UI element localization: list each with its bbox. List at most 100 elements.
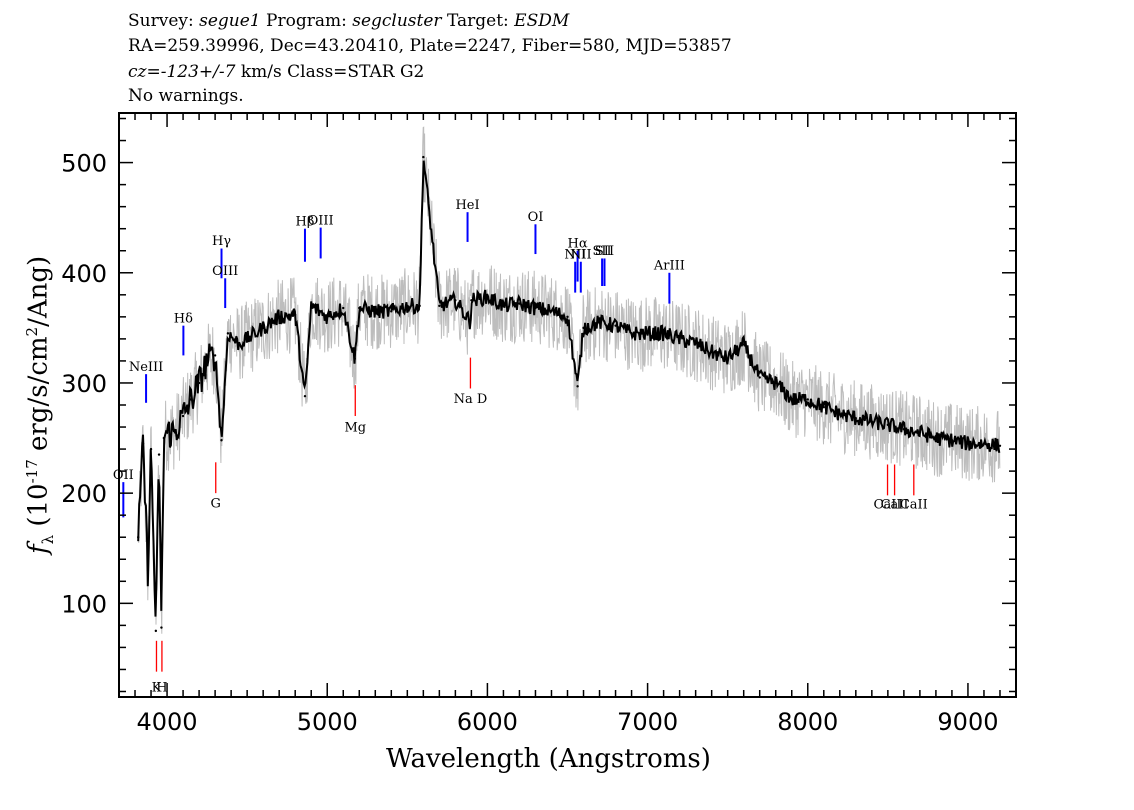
x-tick-label: 8000 xyxy=(777,708,838,736)
program-value: segcluster xyxy=(352,11,442,31)
header-line-1: Survey: segue1 Program: segcluster Targe… xyxy=(128,10,569,32)
spectrum-point xyxy=(358,306,361,310)
y-axis-units-pre: (10 xyxy=(23,483,54,527)
spectrum-point xyxy=(614,324,617,327)
target-value: ESDM xyxy=(514,11,570,31)
spectrum-point xyxy=(566,315,569,319)
spectrum-point xyxy=(310,304,313,308)
spectrum-point xyxy=(342,306,345,310)
spectrum-point xyxy=(822,406,825,409)
x-axis-title: Wavelength (Angstroms) xyxy=(386,744,711,774)
spectrum-point xyxy=(550,310,553,313)
spectrum-point xyxy=(141,442,145,445)
spectrum-point xyxy=(181,414,185,418)
y-axis-exponent-2: 2 xyxy=(23,326,42,337)
spectrum-point xyxy=(998,444,1002,447)
line-marker-label: OII xyxy=(113,468,134,483)
spectrum-point xyxy=(189,398,193,401)
spectrum-point xyxy=(154,629,158,633)
line-marker-label: NII xyxy=(570,247,592,262)
spectrum-point xyxy=(870,420,874,423)
noise-band-line xyxy=(137,126,1001,634)
y-axis-units-mid: erg/s/cm xyxy=(23,336,54,460)
line-marker-label: CaII xyxy=(874,498,902,513)
spectrum-point xyxy=(470,299,473,302)
cz-value: -123+/-7 xyxy=(160,62,236,82)
spectrum-point xyxy=(838,412,842,416)
line-marker-label: NeIII xyxy=(129,360,163,375)
spectrum-point xyxy=(726,357,729,360)
spectrum-point xyxy=(742,343,745,346)
header-line-4: No warnings. xyxy=(128,86,244,106)
header-line-2: RA=259.39996, Dec=43.20410, Plate=2247, … xyxy=(128,36,732,56)
spectrum-point xyxy=(576,385,579,388)
series-layer xyxy=(137,155,1002,633)
spectrum-point xyxy=(326,315,329,319)
spectrum-point xyxy=(149,447,153,451)
axis-layer: 4000 5000 6000 7000 8000 9000 100 200 300 400 500 xyxy=(61,112,1017,736)
y-tick-label: 400 xyxy=(61,260,107,288)
survey-label: Survey: xyxy=(128,11,194,31)
survey-value: segue1 xyxy=(199,11,261,31)
spectrum-point xyxy=(774,381,777,385)
spectrum-point xyxy=(854,417,858,420)
spectrum-point xyxy=(237,343,241,346)
line-marker-label: SII xyxy=(593,244,612,259)
spectrum-point xyxy=(486,295,489,299)
spectrum-point xyxy=(678,337,681,341)
spectrum-point xyxy=(502,304,505,308)
spectrum-point xyxy=(390,310,393,313)
spectrum-point xyxy=(469,321,472,324)
spectrum-point xyxy=(598,321,601,324)
x-tick-label: 9000 xyxy=(937,708,998,736)
line-marker-label: OI xyxy=(528,210,544,225)
line-marker-label: Hδ xyxy=(174,311,193,326)
y-axis-symbol: f xyxy=(23,544,54,555)
line-marker-label: HeI xyxy=(455,198,479,213)
spectrum-point xyxy=(454,299,457,302)
line-marker-label: H xyxy=(156,680,167,695)
spectrum-point xyxy=(886,423,890,427)
line-marker-label: Na D xyxy=(454,392,488,407)
spectrum-point xyxy=(137,536,140,539)
spectrum-point xyxy=(173,431,177,434)
spectrum-point xyxy=(213,354,217,357)
spectrum-line xyxy=(137,160,1001,617)
spectrum-point xyxy=(422,155,425,159)
line-marker-label: NII xyxy=(564,247,586,262)
spectrum-point xyxy=(534,306,537,310)
y-tick-label: 500 xyxy=(61,150,107,178)
line-marker-label: Mg xyxy=(344,420,366,435)
line-marker-label: OIII xyxy=(212,264,238,279)
spectrum-point xyxy=(662,332,665,335)
x-tick-label: 7000 xyxy=(617,708,678,736)
line-marker-label: Hα xyxy=(568,236,588,251)
spectrum-point xyxy=(374,310,377,313)
target-label: Target: xyxy=(446,11,509,31)
spectrum-point xyxy=(758,376,761,379)
line-marker-label: K xyxy=(152,680,162,695)
spectrum-point xyxy=(197,381,201,385)
spectrum-point xyxy=(418,304,421,308)
spectrum-point xyxy=(950,439,954,442)
spectrum-point xyxy=(406,304,409,308)
x-tick-label: 6000 xyxy=(457,708,518,736)
x-tick-label: 5000 xyxy=(297,708,358,736)
header-line-3: cz=-123+/-7 km/s Class=STAR G2 xyxy=(128,61,424,83)
x-tick-label: 4000 xyxy=(137,708,198,736)
spectrum-point xyxy=(245,337,249,341)
spectrum-point xyxy=(303,394,307,398)
spectrum-point xyxy=(293,313,297,316)
spectrum-point xyxy=(146,569,150,572)
spectrum-point xyxy=(160,626,163,629)
cz-units-class: km/s Class=STAR G2 xyxy=(240,62,425,82)
spectrum-point xyxy=(630,332,633,335)
line-marker-label: Hγ xyxy=(212,234,231,249)
y-tick-label: 100 xyxy=(61,590,107,618)
y-axis-units-post: /Ang) xyxy=(23,255,54,327)
noise-band xyxy=(137,126,1001,634)
spectrum-point xyxy=(261,326,265,330)
spectrum-point xyxy=(162,436,166,440)
spectrum-point xyxy=(205,359,209,363)
